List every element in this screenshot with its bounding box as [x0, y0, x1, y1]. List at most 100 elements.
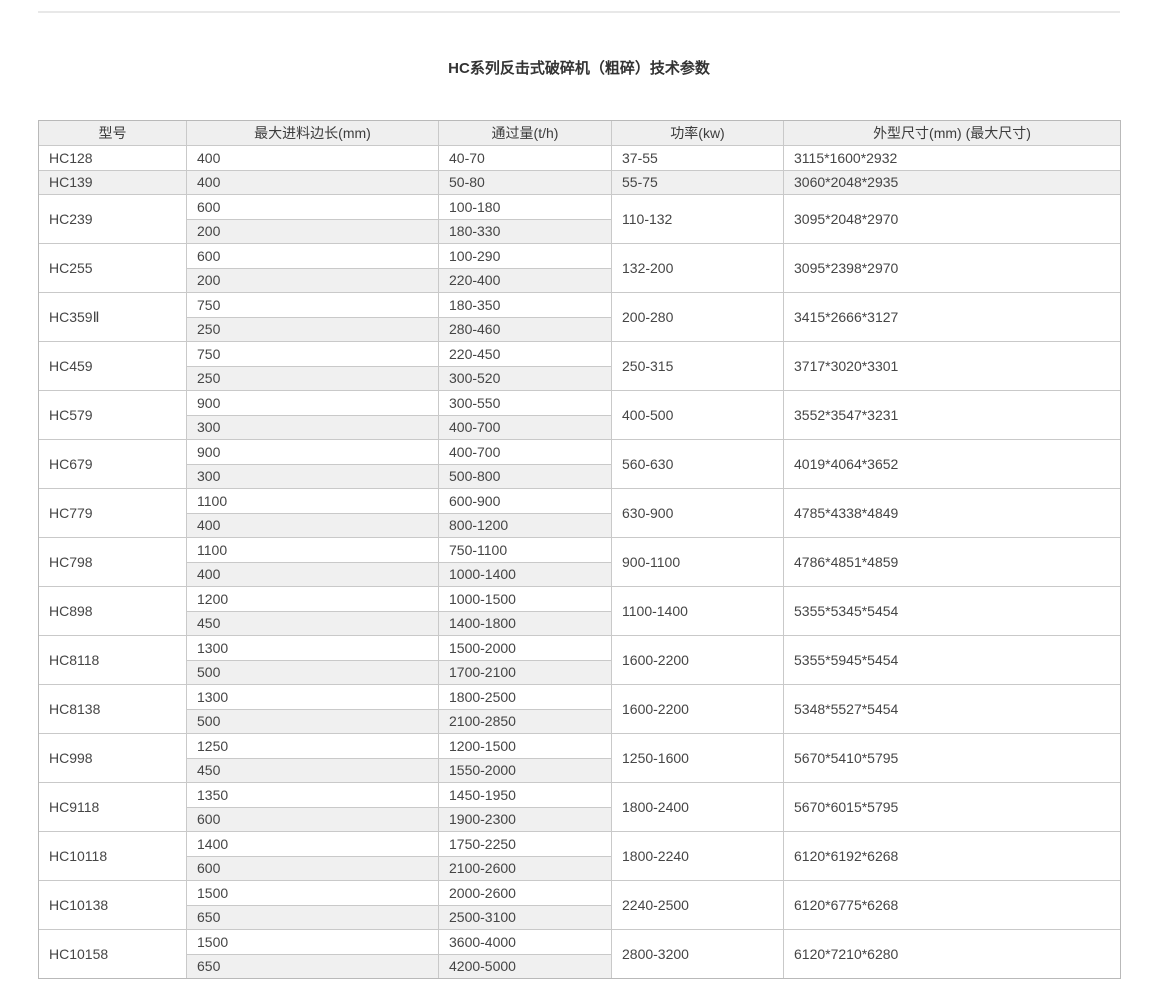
feed-size-cell: 500 — [186, 708, 439, 734]
table-row: 300 400-700 — [39, 414, 1121, 440]
model-cell: HC139 — [38, 169, 187, 195]
power-cell: 1100-1400 — [611, 586, 784, 636]
model-cell: HC8118 — [38, 635, 187, 685]
feed-size-cell: 1400 — [186, 831, 439, 857]
table-row: HC255 600 100-290 132-200 3095*2398*2970 — [38, 243, 1121, 293]
capacity-cell: 180-330 — [438, 218, 612, 244]
model-cell: HC998 — [38, 733, 187, 783]
dimensions-cell: 5670*5410*5795 — [783, 733, 1121, 783]
capacity-cell: 600-900 — [438, 488, 612, 514]
feed-size-cell: 600 — [186, 806, 439, 832]
capacity-cell: 300-520 — [438, 365, 612, 391]
capacity-cell: 220-400 — [438, 267, 612, 293]
power-cell: 110-132 — [611, 194, 784, 244]
capacity-cell: 2100-2600 — [438, 855, 612, 881]
dimensions-cell: 5355*5945*5454 — [783, 635, 1121, 685]
table-row: 650 2500-3100 — [39, 904, 1121, 930]
capacity-cell: 400-700 — [438, 439, 612, 465]
capacity-cell: 1800-2500 — [438, 684, 612, 710]
capacity-cell: 100-180 — [438, 194, 612, 220]
feed-size-cell: 1100 — [186, 537, 439, 563]
table-row: HC359Ⅱ 750 180-350 200-280 3415*2666*3127 — [38, 292, 1121, 342]
table-row: HC898 1200 1000-1500 1100-1400 5355*5345*545… — [38, 586, 1121, 636]
table-row: HC9118 1350 1450-1950 1800-2400 5670*6015*57… — [38, 782, 1121, 832]
dimensions-cell: 6120*6192*6268 — [783, 831, 1121, 881]
model-cell: HC579 — [38, 390, 187, 440]
feed-size-cell: 600 — [186, 243, 439, 269]
content-area: HC系列反击式破碎机（粗碎）技术参数 型号 最大进料边长(mm) 通过量(t/h) 功… — [38, 11, 1121, 979]
power-cell: 1250-1600 — [611, 733, 784, 783]
power-cell: 37-55 — [611, 145, 784, 171]
table-row: 500 2100-2850 — [39, 708, 1121, 734]
capacity-cell: 220-450 — [438, 341, 612, 367]
capacity-cell: 50-80 — [438, 169, 612, 195]
capacity-cell: 750-1100 — [438, 537, 612, 563]
model-cell: HC898 — [38, 586, 187, 636]
table-row: HC779 1100 600-900 630-900 4785*4338*4849 — [38, 488, 1121, 538]
capacity-cell: 1900-2300 — [438, 806, 612, 832]
table-row: 400 1000-1400 — [39, 561, 1121, 587]
feed-size-cell: 750 — [186, 341, 439, 367]
table-row: 300 500-800 — [39, 463, 1121, 489]
capacity-cell: 180-350 — [438, 292, 612, 318]
feed-size-cell: 200 — [186, 267, 439, 293]
table-row: 250 280-460 — [39, 316, 1121, 342]
feed-size-cell: 750 — [186, 292, 439, 318]
table-row: HC459 750 220-450 250-315 3717*3020*3301 — [38, 341, 1121, 391]
capacity-cell: 2100-2850 — [438, 708, 612, 734]
model-cell: HC679 — [38, 439, 187, 489]
capacity-cell: 2000-2600 — [438, 880, 612, 906]
spec-table: 型号 最大进料边长(mm) 通过量(t/h) 功率(kw) 外型尺寸(mm) (最大尺寸… — [38, 120, 1121, 979]
dimensions-cell: 5670*6015*5795 — [783, 782, 1121, 832]
capacity-cell: 100-290 — [438, 243, 612, 269]
table-row: HC10138 1500 2000-2600 2240-2500 6120*6775*6… — [38, 880, 1121, 930]
table-row: HC10118 1400 1750-2250 1800-2240 6120*6192*6… — [38, 831, 1121, 881]
table-row: 200 180-330 — [39, 218, 1121, 244]
power-cell: 900-1100 — [611, 537, 784, 587]
capacity-cell: 40-70 — [438, 145, 612, 171]
power-cell: 55-75 — [611, 169, 784, 195]
capacity-cell: 1700-2100 — [438, 659, 612, 685]
feed-size-cell: 1200 — [186, 586, 439, 612]
feed-size-cell: 300 — [186, 463, 439, 489]
capacity-cell: 1000-1500 — [438, 586, 612, 612]
feed-size-cell: 900 — [186, 439, 439, 465]
capacity-cell: 2500-3100 — [438, 904, 612, 930]
table-row: 500 1700-2100 — [39, 659, 1121, 685]
feed-size-cell: 1350 — [186, 782, 439, 808]
dimensions-cell: 6120*7210*6280 — [783, 929, 1121, 979]
dimensions-cell: 3415*2666*3127 — [783, 292, 1121, 342]
power-cell: 400-500 — [611, 390, 784, 440]
feed-size-cell: 400 — [186, 561, 439, 587]
feed-size-cell: 1300 — [186, 635, 439, 661]
model-cell: HC128 — [38, 145, 187, 171]
capacity-cell: 3600-4000 — [438, 929, 612, 955]
feed-size-cell: 400 — [186, 145, 439, 171]
model-cell: HC798 — [38, 537, 187, 587]
feed-size-cell: 900 — [186, 390, 439, 416]
header-cell: 通过量(t/h) — [438, 120, 612, 146]
header-cell: 最大进料边长(mm) — [186, 120, 439, 146]
top-divider — [38, 11, 1120, 13]
feed-size-cell: 400 — [186, 512, 439, 538]
table-row: 450 1550-2000 — [39, 757, 1121, 783]
capacity-cell: 500-800 — [438, 463, 612, 489]
table-row: 250 300-520 — [39, 365, 1121, 391]
model-cell: HC459 — [38, 341, 187, 391]
feed-size-cell: 450 — [186, 757, 439, 783]
dimensions-cell: 3095*2398*2970 — [783, 243, 1121, 293]
power-cell: 1600-2200 — [611, 684, 784, 734]
table-row: HC128 400 40-70 37-55 3115*1600*2932 — [38, 145, 1121, 171]
model-cell: HC9118 — [38, 782, 187, 832]
capacity-cell: 1500-2000 — [438, 635, 612, 661]
table-row: HC139 400 50-80 55-75 3060*2048*2935 — [38, 169, 1121, 195]
dimensions-cell: 3717*3020*3301 — [783, 341, 1121, 391]
power-cell: 1600-2200 — [611, 635, 784, 685]
header-cell: 外型尺寸(mm) (最大尺寸) — [783, 120, 1121, 146]
model-cell: HC10138 — [38, 880, 187, 930]
capacity-cell: 800-1200 — [438, 512, 612, 538]
table-row: HC798 1100 750-1100 900-1100 4786*4851*4859 — [38, 537, 1121, 587]
capacity-cell: 400-700 — [438, 414, 612, 440]
capacity-cell: 1750-2250 — [438, 831, 612, 857]
